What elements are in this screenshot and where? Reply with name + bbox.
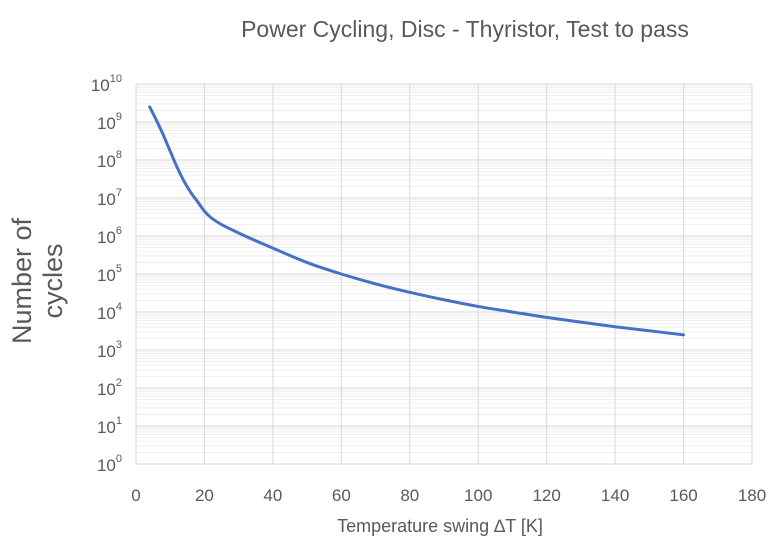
y-tick-label: 107	[97, 187, 122, 209]
series-line-0	[148, 105, 686, 337]
x-tick-label: 80	[400, 486, 419, 505]
major-gridlines	[135, 83, 753, 465]
chart-title: Power Cycling, Disc - Thyristor, Test to…	[241, 16, 689, 42]
x-axis-label: Temperature swing ∆T [K]	[337, 516, 543, 536]
x-tick-label: 100	[464, 486, 492, 505]
x-tick-label: 140	[601, 486, 629, 505]
x-tick-label: 180	[738, 486, 766, 505]
y-tick-label: 106	[97, 225, 122, 247]
x-tick-label: 20	[195, 486, 214, 505]
y-tick-label: 104	[97, 301, 122, 323]
y-tick-label: 100	[97, 453, 122, 475]
y-tick-label: 102	[97, 377, 122, 399]
y-tick-label: 1010	[91, 73, 122, 95]
y-tick-label: 101	[97, 415, 122, 437]
x-tick-label: 160	[669, 486, 697, 505]
y-tick-label: 108	[97, 149, 122, 171]
x-tick-label: 60	[332, 486, 351, 505]
x-tick-label: 0	[131, 486, 140, 505]
x-tick-labels: 0 20 40 60 80 100 120 140 160 180	[131, 486, 766, 505]
y-tick-label: 105	[97, 263, 122, 285]
x-tick-label: 40	[263, 486, 282, 505]
series-layer	[148, 105, 686, 337]
y-tick-labels: 100 101 102 103 104 105 106 107 108 109 1010	[91, 73, 122, 475]
y-tick-label: 109	[97, 111, 122, 133]
minor-gridlines	[136, 85, 752, 454]
y-tick-label: 103	[97, 339, 122, 361]
x-tick-label: 120	[532, 486, 560, 505]
